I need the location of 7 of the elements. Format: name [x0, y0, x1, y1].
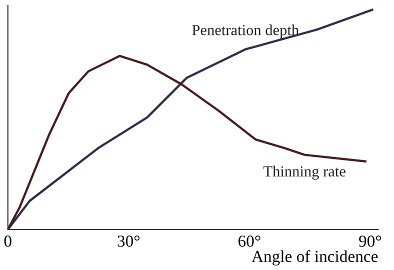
series-label: Penetration depth	[192, 24, 299, 38]
x-tick-label: 0	[4, 236, 12, 247]
series-label: Thinning rate	[263, 166, 346, 180]
x-axis-title: Angle of incidence	[252, 250, 378, 266]
x-tick-label: 60°	[238, 236, 260, 247]
x-tick-label: 90°	[359, 236, 382, 247]
x-tick-label: 30°	[118, 236, 140, 247]
